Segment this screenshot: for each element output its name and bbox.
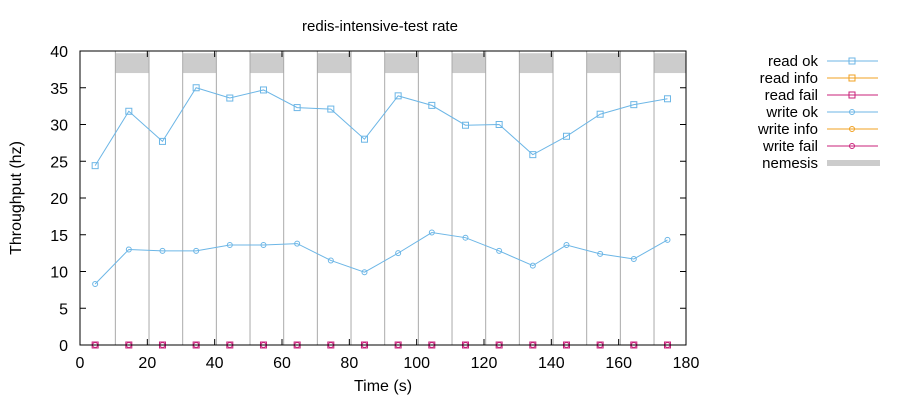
nemesis-bar-8 xyxy=(654,53,686,74)
chart-title: redis-intensive-test rate xyxy=(302,18,458,35)
nemesis-bar-7 xyxy=(586,53,621,74)
legend-label-read-fail: read fail xyxy=(765,87,818,104)
data-point-write-ok-8 xyxy=(361,269,368,276)
data-point-write-ok-15 xyxy=(597,250,604,257)
series-line-write-ok xyxy=(94,232,668,285)
x-tick-label-9: 180 xyxy=(673,355,700,372)
x-tick-label-3: 60 xyxy=(273,355,291,372)
data-point-read-ok-3 xyxy=(192,84,200,92)
legend-swatch-nemesis xyxy=(827,160,880,166)
x-tick-label-4: 80 xyxy=(340,355,358,372)
legend-label-nemesis: nemesis xyxy=(762,155,818,172)
y-axis-title: Throughput (hz) xyxy=(8,141,25,255)
data-point-read-ok-5 xyxy=(259,86,267,94)
data-point-read-ok-4 xyxy=(226,94,234,102)
x-tick-label-2: 40 xyxy=(206,355,224,372)
data-point-write-ok-5 xyxy=(260,242,267,249)
y-tick-label-3: 15 xyxy=(50,228,68,245)
y-tick-label-0: 0 xyxy=(59,338,68,355)
data-point-write-ok-16 xyxy=(630,256,637,263)
nemesis-bar-3 xyxy=(317,53,352,74)
data-point-write-ok-2 xyxy=(159,247,166,254)
data-point-write-ok-13 xyxy=(529,262,536,269)
legend-marker-write-info xyxy=(849,126,855,132)
data-point-write-ok-10 xyxy=(428,229,435,236)
data-point-write-ok-14 xyxy=(563,242,570,249)
data-point-write-ok-3 xyxy=(193,247,200,254)
data-point-read-ok-6 xyxy=(293,104,301,112)
data-point-read-ok-12 xyxy=(495,121,503,128)
legend-label-write-ok: write ok xyxy=(765,104,818,121)
data-point-read-ok-8 xyxy=(360,135,368,143)
data-point-write-ok-17 xyxy=(664,236,671,243)
x-tick-label-5: 100 xyxy=(403,355,430,372)
nemesis-bar-6 xyxy=(519,53,554,74)
series-line-read-ok xyxy=(94,87,668,166)
x-axis: 0 20 40 60 80 100 120 140 160 180 xyxy=(76,51,700,372)
y-tick-label-5: 25 xyxy=(50,154,68,171)
y-tick-label-4: 20 xyxy=(50,191,68,208)
data-point-read-ok-16 xyxy=(630,101,638,109)
legend-marker-write-fail xyxy=(849,143,855,149)
legend-label-write-fail: write fail xyxy=(762,138,818,155)
x-tick-label-8: 160 xyxy=(605,355,632,372)
data-point-read-ok-0 xyxy=(91,162,99,170)
data-point-write-ok-1 xyxy=(125,246,132,253)
nemesis-bar-5 xyxy=(452,53,486,74)
y-tick-label-2: 10 xyxy=(50,265,68,282)
data-point-read-ok-15 xyxy=(596,110,604,118)
x-tick-label-0: 0 xyxy=(76,355,85,372)
data-point-read-ok-11 xyxy=(461,121,469,129)
nemesis-bar-1 xyxy=(182,53,217,74)
data-point-write-ok-0 xyxy=(92,280,99,287)
y-tick-label-6: 30 xyxy=(50,118,68,135)
y-tick-label-7: 35 xyxy=(50,81,68,98)
nemesis-bar-0 xyxy=(115,53,150,74)
data-point-write-ok-7 xyxy=(327,257,334,264)
legend-marker-read-ok xyxy=(848,57,856,65)
data-point-read-ok-2 xyxy=(158,137,166,145)
series-read-ok xyxy=(91,84,671,170)
data-point-write-ok-4 xyxy=(226,242,233,249)
legend-label-write-info: write info xyxy=(757,121,818,138)
data-point-read-ok-10 xyxy=(428,101,436,109)
series-layer xyxy=(91,84,671,349)
y-axis: 0 5 10 15 20 25 30 35 40 xyxy=(50,44,686,355)
data-point-read-ok-1 xyxy=(125,107,133,115)
y-tick-label-8: 40 xyxy=(50,44,68,61)
nemesis-bar-4 xyxy=(384,53,419,74)
y-tick-label-1: 5 xyxy=(59,301,68,318)
data-point-read-ok-17 xyxy=(663,95,671,103)
legend-marker-read-fail xyxy=(848,91,856,99)
legend-label-read-info: read info xyxy=(760,70,818,87)
legend-marker-read-info xyxy=(848,74,856,82)
x-tick-label-1: 20 xyxy=(138,355,156,372)
legend-label-read-ok: read ok xyxy=(768,53,819,70)
data-point-write-ok-6 xyxy=(294,240,301,247)
data-point-read-ok-9 xyxy=(394,92,402,100)
data-point-read-ok-13 xyxy=(529,151,537,159)
data-point-write-ok-12 xyxy=(496,247,503,254)
data-point-read-ok-14 xyxy=(562,132,570,140)
data-point-write-ok-11 xyxy=(462,234,469,241)
nemesis-bar-2 xyxy=(250,53,284,74)
data-point-read-ok-7 xyxy=(327,105,335,113)
nemesis-layer xyxy=(114,51,686,345)
plot-area-frame xyxy=(79,50,687,346)
x-tick-label-6: 120 xyxy=(471,355,498,372)
x-axis-title: Time (s) xyxy=(354,378,412,395)
series-write-ok xyxy=(92,229,671,287)
x-tick-label-7: 140 xyxy=(538,355,565,372)
legend-marker-write-ok xyxy=(849,109,855,115)
data-point-write-ok-9 xyxy=(395,250,402,257)
